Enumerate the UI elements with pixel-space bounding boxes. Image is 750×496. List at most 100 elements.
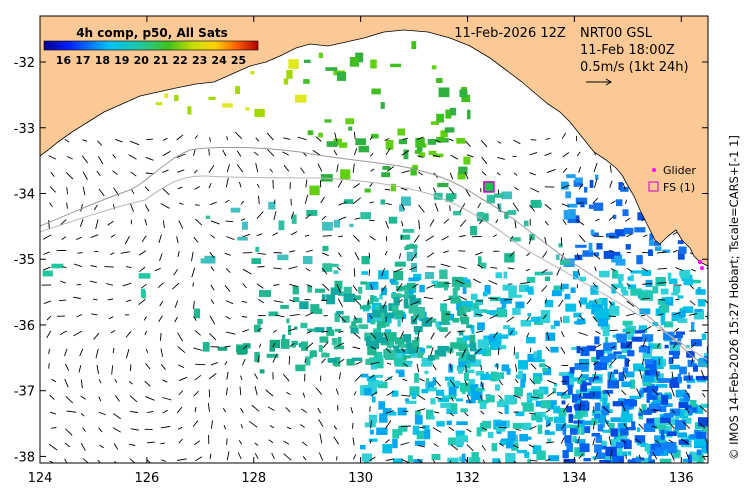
current-vector bbox=[464, 412, 469, 417]
sst-pixel bbox=[403, 298, 409, 309]
current-vector bbox=[338, 314, 346, 323]
sst-pixel bbox=[303, 79, 310, 84]
sst-pixel bbox=[648, 290, 654, 301]
current-vector bbox=[120, 251, 130, 254]
current-vector bbox=[544, 298, 548, 304]
current-vector bbox=[177, 458, 187, 461]
sst-pixel bbox=[456, 444, 463, 448]
sst-pixel bbox=[364, 188, 371, 193]
current-vector bbox=[322, 283, 330, 292]
current-vector bbox=[547, 379, 557, 385]
sst-pixel bbox=[505, 453, 516, 463]
sst-pixel bbox=[365, 358, 372, 365]
sst-pixel bbox=[202, 342, 210, 352]
sst-pixel bbox=[700, 403, 708, 408]
sst-pixel bbox=[496, 334, 509, 339]
current-vector bbox=[497, 140, 502, 144]
sst-pixel bbox=[702, 424, 707, 434]
current-vector bbox=[268, 439, 274, 444]
current-vector bbox=[498, 426, 507, 429]
sst-pixel bbox=[389, 339, 394, 348]
current-vector bbox=[561, 184, 570, 189]
current-vector bbox=[256, 233, 263, 237]
current-vector bbox=[462, 314, 468, 317]
sst-pixel bbox=[637, 212, 647, 221]
current-vector bbox=[236, 164, 244, 173]
sst-pixel bbox=[326, 141, 338, 147]
current-vector bbox=[254, 442, 259, 446]
sst-pixel bbox=[445, 109, 452, 119]
sst-pixel bbox=[431, 65, 437, 70]
sst-pixel bbox=[580, 346, 590, 357]
current-vector bbox=[258, 195, 260, 205]
glider-legend-label: Glider bbox=[663, 164, 696, 177]
current-vector bbox=[381, 267, 386, 277]
sst-pixel bbox=[361, 271, 369, 275]
current-vector bbox=[64, 348, 68, 357]
current-vector bbox=[592, 316, 598, 323]
sst-pixel bbox=[605, 233, 617, 238]
current-vector bbox=[418, 444, 426, 448]
fs-station-marker bbox=[483, 181, 495, 193]
current-vector bbox=[608, 215, 615, 221]
sst-pixel bbox=[613, 369, 618, 375]
sst-pixel bbox=[533, 351, 537, 359]
sst-pixel bbox=[652, 286, 659, 294]
sst-pixel bbox=[454, 283, 460, 291]
sst-pixel bbox=[529, 233, 535, 241]
sst-pixel bbox=[465, 399, 476, 404]
current-vector bbox=[576, 219, 585, 226]
current-vector bbox=[318, 452, 324, 461]
sst-pixel bbox=[379, 413, 388, 423]
sst-pixel bbox=[393, 345, 399, 350]
current-vector bbox=[448, 138, 454, 142]
sst-pixel bbox=[639, 291, 649, 301]
sst-pixel bbox=[602, 328, 610, 337]
sst-pixel bbox=[164, 93, 169, 99]
sst-pixel bbox=[414, 373, 419, 383]
sst-pixel bbox=[480, 422, 487, 432]
sst-pixel bbox=[545, 332, 556, 341]
current-vector bbox=[560, 283, 563, 290]
current-vector bbox=[224, 361, 228, 365]
sst-pixel bbox=[662, 416, 671, 423]
current-vector bbox=[498, 380, 504, 386]
sst-pixel bbox=[537, 350, 542, 360]
current-vector bbox=[449, 379, 456, 387]
sst-pixel bbox=[573, 312, 582, 318]
sst-pixel bbox=[371, 386, 377, 395]
current-vector bbox=[130, 188, 135, 194]
sst-pixel bbox=[456, 337, 467, 345]
sst-pixel bbox=[648, 239, 654, 246]
sst-pixel bbox=[283, 78, 289, 85]
sst-pixel bbox=[511, 442, 519, 451]
current-vector bbox=[699, 405, 708, 413]
current-vector bbox=[609, 329, 618, 332]
current-vector bbox=[225, 220, 234, 223]
current-vector bbox=[609, 164, 612, 173]
sst-pixel bbox=[566, 174, 576, 179]
sst-pixel bbox=[336, 310, 344, 315]
sst-pixel bbox=[470, 359, 481, 367]
current-vector bbox=[48, 220, 50, 230]
current-vector bbox=[240, 424, 244, 429]
current-vector bbox=[128, 154, 137, 160]
sst-pixel bbox=[469, 342, 477, 352]
sst-pixel bbox=[554, 416, 566, 423]
current-vector bbox=[178, 364, 185, 369]
current-vector bbox=[353, 315, 357, 320]
current-vector bbox=[398, 298, 403, 303]
sst-pixel bbox=[506, 368, 511, 375]
sst-pixel bbox=[680, 309, 686, 317]
current-vector bbox=[450, 348, 452, 355]
sst-pixel bbox=[617, 422, 627, 433]
current-vector bbox=[272, 343, 276, 348]
sst-pixel bbox=[437, 182, 449, 188]
sst-pixel bbox=[452, 287, 458, 298]
sst-pixel bbox=[476, 427, 482, 437]
sst-pixel bbox=[630, 288, 642, 296]
lon-tick-label: 124 bbox=[28, 471, 53, 486]
sst-pixel bbox=[440, 402, 451, 408]
current-vector bbox=[608, 250, 614, 252]
current-vector bbox=[609, 358, 617, 366]
